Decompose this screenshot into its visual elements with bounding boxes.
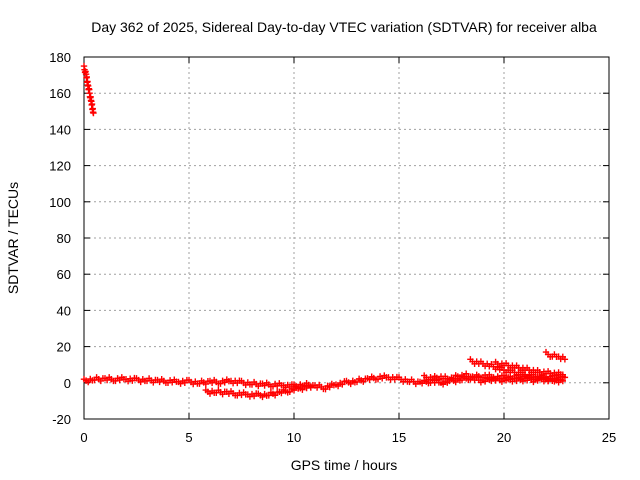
data-point — [559, 371, 566, 378]
y-tick-label: 0 — [64, 376, 71, 391]
x-tick-label: 15 — [392, 430, 406, 445]
x-tick-label: 5 — [185, 430, 192, 445]
y-tick-label: 60 — [57, 267, 71, 282]
data-point — [555, 375, 562, 383]
chart-title: Day 362 of 2025, Sidereal Day-to-day VTE… — [91, 19, 597, 35]
data-point — [322, 385, 329, 393]
x-tick-label: 25 — [602, 430, 616, 445]
data-point — [559, 377, 566, 385]
y-tick-label: 80 — [57, 231, 71, 246]
data-point — [450, 375, 457, 382]
y-tick-label: 120 — [49, 159, 71, 174]
y-axis-label: SDTVAR / TECUs — [5, 182, 21, 294]
data-marks — [80, 62, 569, 401]
series-upper-branch-2 — [492, 358, 566, 379]
y-tick-label: 20 — [57, 340, 71, 355]
series-high-start — [80, 62, 97, 117]
series-late-cluster — [542, 348, 569, 363]
y-tick-label: -20 — [52, 412, 71, 427]
x-axis-label: GPS time / hours — [291, 457, 398, 473]
x-tick-label: 10 — [287, 430, 301, 445]
data-point — [561, 356, 569, 363]
x-tick-label: 0 — [80, 430, 87, 445]
y-tick-label: 180 — [49, 50, 71, 65]
axis-ticks: 0 5 10 15 20 25 -20 0 20 40 60 80 100 120 140 160 180 — [49, 50, 616, 445]
y-tick-label: 140 — [49, 122, 71, 137]
data-point — [278, 389, 285, 397]
x-tick-label: 20 — [497, 430, 511, 445]
y-tick-label: 160 — [49, 86, 71, 101]
data-point — [307, 383, 314, 390]
series-fill-band — [421, 370, 562, 386]
data-point — [326, 383, 333, 391]
grid — [84, 57, 609, 419]
data-point — [90, 109, 97, 117]
y-tick-label: 100 — [49, 195, 71, 210]
data-point — [446, 377, 453, 385]
series-lower-dip — [202, 381, 314, 401]
y-tick-label: 40 — [57, 303, 71, 318]
